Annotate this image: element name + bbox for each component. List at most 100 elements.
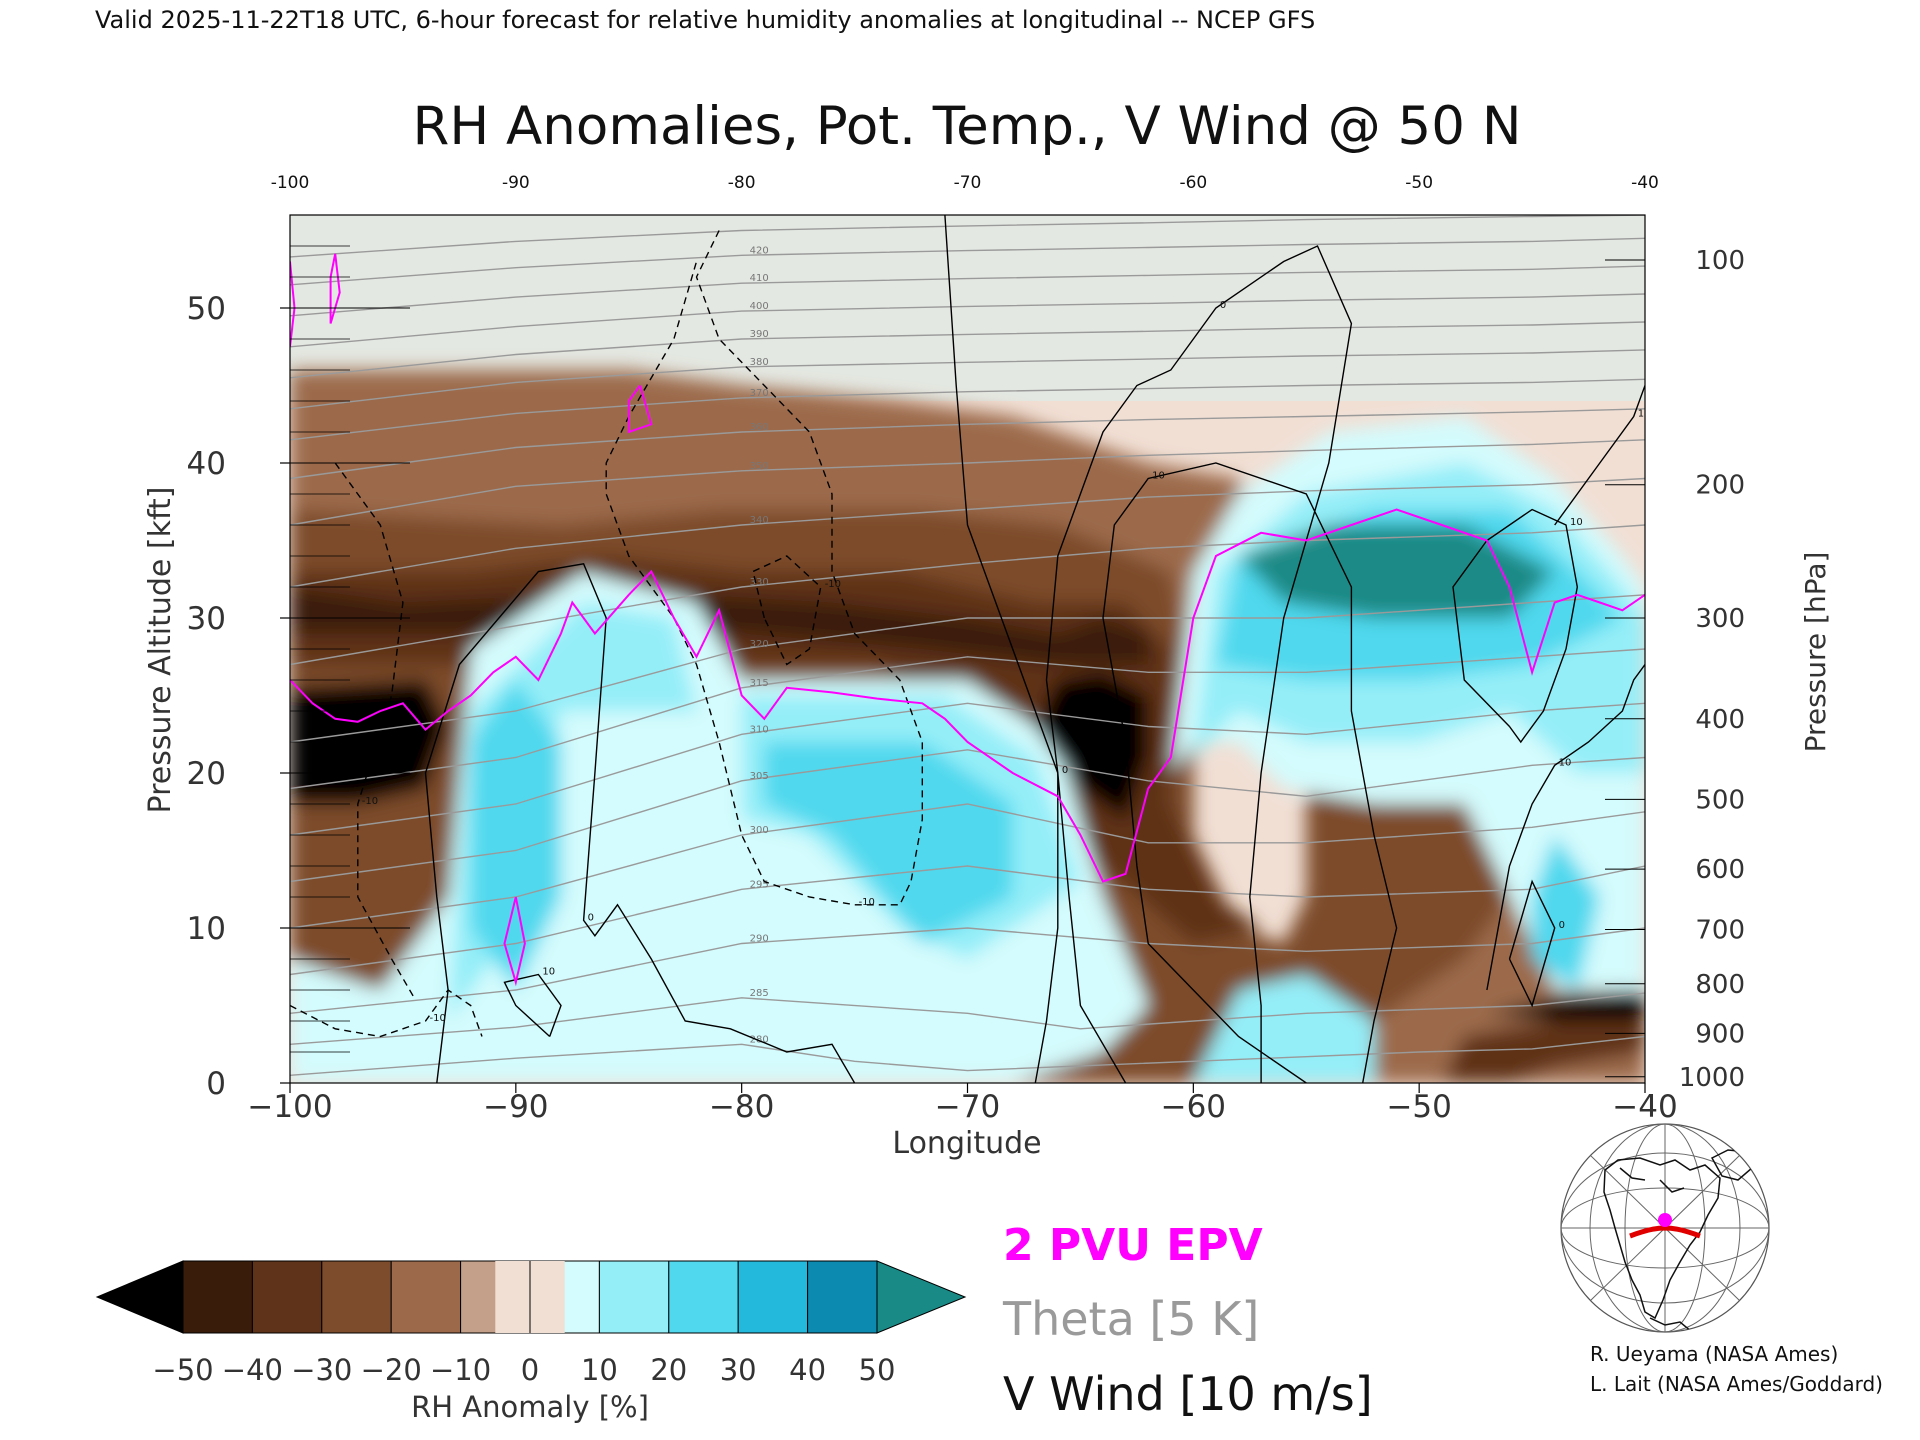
- vwind-contour: [944, 215, 1059, 1083]
- vwind-contour-label: -10: [859, 897, 875, 908]
- colorbar: −50 −40 −30 −20 −10 0 10 20 30 40 50: [95, 1260, 967, 1387]
- vwind-contour: [1508, 879, 1556, 1008]
- pressure-axis: 100 200 300 400 500 600 700 800 900 1000: [1605, 246, 1745, 1093]
- colorbar-tick-label: 50: [859, 1353, 896, 1387]
- theta-contour-label: 280: [750, 1034, 769, 1045]
- colorbar-tick-label: −40: [222, 1353, 283, 1387]
- theta-contour: [290, 702, 1645, 836]
- y-tick-label: 20: [187, 756, 226, 792]
- vwind-contour-negative: [334, 462, 415, 999]
- vwind-contours: 0 0 0 10 10 10 10 10 0 -10 -10 -10 -10: [290, 215, 1651, 1083]
- rh-region-wet3: [1532, 835, 1600, 990]
- pressure-tick-label: 300: [1695, 604, 1745, 634]
- theta-contour-label: 410: [750, 273, 769, 284]
- top-tick-label: -100: [271, 173, 310, 193]
- y-tick-label: 0: [206, 1066, 226, 1102]
- vwind-contour-negative: [290, 989, 483, 1038]
- epv-line: [627, 384, 653, 434]
- rh-anomaly-field: [290, 215, 1645, 1083]
- vwind-contour: [1486, 664, 1645, 991]
- colorbar-tick-label: −10: [430, 1353, 491, 1387]
- vwind-contour-label: 10: [1570, 517, 1583, 528]
- pressure-tick-label: 200: [1695, 471, 1745, 501]
- track-line: [1629, 1225, 1701, 1239]
- credit-line-1: R. Ueyama (NASA Ames): [1590, 1342, 1839, 1366]
- legend-vwind: V Wind [10 m/s]: [1003, 1367, 1373, 1421]
- pressure-tick-label: 100: [1695, 246, 1745, 276]
- x-tick-label: −80: [709, 1089, 774, 1125]
- vwind-contour-label: -10: [430, 1013, 446, 1024]
- y-tick-label: 30: [187, 601, 226, 637]
- vwind-contour: [1045, 245, 1353, 1083]
- top-tick-label: -50: [1405, 173, 1433, 193]
- vwind-contour: [1452, 508, 1579, 744]
- theta-contour-label: 420: [750, 245, 769, 256]
- top-tick-label: -60: [1179, 173, 1207, 193]
- rh-region-wet3: [470, 680, 561, 990]
- vwind-contour-label: -10: [362, 796, 378, 807]
- vwind-contour-label: 10: [1559, 757, 1572, 768]
- pressure-tick-label: 600: [1695, 855, 1745, 885]
- theta-contour-label: 370: [750, 388, 769, 399]
- theta-contour-label: 290: [750, 934, 769, 945]
- theta-contour-label: 380: [750, 357, 769, 368]
- y-tick-label: 50: [187, 291, 226, 327]
- x-axis: −100 −90 −80 −70 −60 −50 −40: [247, 1083, 1678, 1125]
- rh-blended-regions: [290, 370, 1645, 1083]
- top-tick-label: -80: [728, 173, 756, 193]
- colorbar-tick-label: −50: [152, 1353, 213, 1387]
- epv-line: [290, 508, 1645, 883]
- theta-contour-label: 330: [750, 577, 769, 588]
- theta-contour-label: 295: [750, 879, 769, 890]
- vwind-contour: [1554, 385, 1645, 526]
- pressure-tick-label: 500: [1695, 785, 1745, 815]
- theta-contour: [290, 439, 1645, 526]
- colorbar-label: RH Anomaly [%]: [411, 1390, 649, 1424]
- colorbar-tick-label: 10: [581, 1353, 618, 1387]
- rh-region-dry4: [1441, 1021, 1645, 1083]
- vwind-contour: [1102, 462, 1398, 1083]
- theta-contour-label: 350: [750, 461, 769, 472]
- y2-axis-label: Pressure [hPa]: [1799, 552, 1832, 753]
- theta-contour: [290, 594, 1645, 743]
- theta-contour: [290, 237, 1645, 286]
- vwind-contour-negative: [605, 230, 923, 906]
- theta-contour: [290, 378, 1645, 441]
- colorbar-tick-label: 40: [789, 1353, 826, 1387]
- rh-region-dry5: [290, 587, 1149, 665]
- theta-contour-label: 310: [750, 724, 769, 735]
- x-tick-label: −90: [483, 1089, 548, 1125]
- x-tick-label: −50: [1386, 1089, 1451, 1125]
- theta-contour: [290, 477, 1645, 588]
- theta-contours: 280 285 290 295 300 305 310 315 320 330 340 350 360 3…: [290, 215, 1645, 1076]
- colorbar-cell: [390, 1260, 462, 1334]
- theta-contour-label: 360: [750, 422, 769, 433]
- vwind-contour-label: 0: [1559, 920, 1565, 931]
- legend: 2 PVU EPV Theta [5 K] V Wind [10 m/s]: [1002, 1220, 1373, 1421]
- theta-contour: [290, 408, 1645, 480]
- chart-title: RH Anomalies, Pot. Temp., V Wind @ 50 N: [413, 96, 1522, 157]
- colorbar-cell: [668, 1260, 739, 1334]
- colorbar-cell: [598, 1260, 670, 1334]
- pressure-tick-label: 700: [1695, 916, 1745, 946]
- colorbar-tick-label: 30: [720, 1353, 757, 1387]
- theta-contour: [290, 749, 1645, 883]
- y-axis-label: Pressure Altitude [kft]: [143, 487, 178, 814]
- theta-contour-label: 390: [750, 329, 769, 340]
- theta-contour: [290, 992, 1645, 1045]
- vwind-contour-label: 0: [588, 912, 594, 923]
- x-axis-label: Longitude: [892, 1126, 1041, 1161]
- top-axis: -100 -90 -80 -70 -60 -50 -40: [271, 173, 1659, 193]
- vwind-contour-label: 0: [1220, 300, 1226, 311]
- theta-contour-label: 305: [750, 771, 769, 782]
- pressure-tick-label: 900: [1695, 1019, 1745, 1049]
- x-tick-label: −70: [935, 1089, 1000, 1125]
- legend-epv: 2 PVU EPV: [1003, 1220, 1263, 1271]
- credit-line-2: L. Lait (NASA Ames/Goddard): [1590, 1372, 1883, 1396]
- y-axis: 0 10 20 30 40 50: [187, 245, 410, 1102]
- rh-region-wet3: [764, 742, 1013, 944]
- top-tick-label: -90: [502, 173, 530, 193]
- pressure-tick-label: 800: [1695, 970, 1745, 1000]
- vwind-contour-label: 10: [1638, 409, 1651, 420]
